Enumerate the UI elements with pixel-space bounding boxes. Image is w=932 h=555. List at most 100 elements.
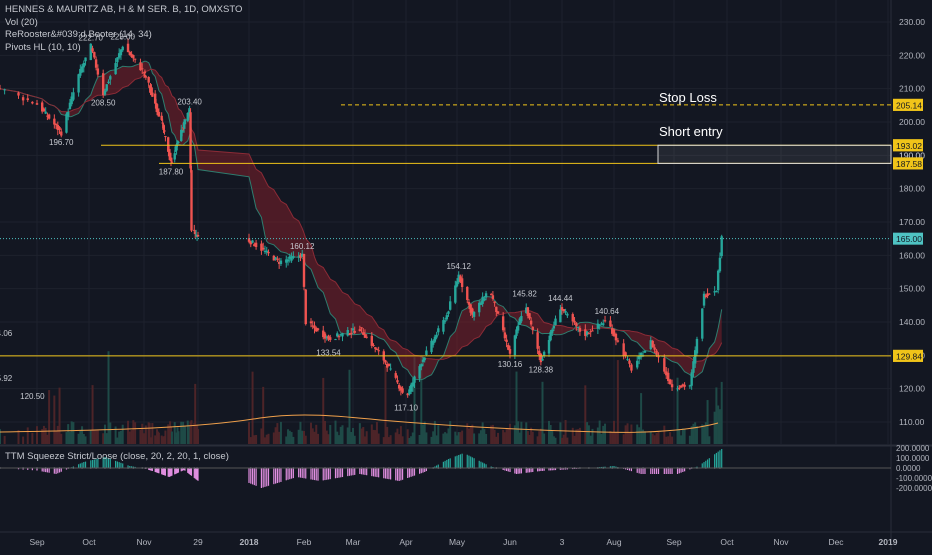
volume-bar	[483, 429, 486, 444]
candle-body	[447, 311, 450, 314]
oscillator-axis-tick: 0.0000	[896, 464, 921, 473]
candle-body	[272, 255, 276, 261]
candle-body	[351, 328, 355, 331]
candle-body	[704, 295, 707, 298]
candle-body	[189, 112, 192, 169]
volume-bar	[584, 385, 587, 444]
volume-bar	[95, 430, 98, 444]
volume-bar	[398, 434, 401, 444]
candle-body	[173, 153, 176, 160]
candle-body	[315, 327, 318, 332]
volume-bar	[586, 422, 589, 444]
pivot-label: 140.64	[595, 307, 620, 316]
volume-bar	[360, 428, 363, 444]
candle-body	[67, 111, 70, 117]
volume-bar	[459, 432, 462, 444]
candle-body	[616, 340, 620, 342]
volume-bar	[42, 425, 45, 444]
pivot-label: 208.50	[91, 99, 116, 108]
volume-bar	[503, 432, 506, 444]
candle-body	[432, 340, 435, 345]
volume-bar	[420, 355, 423, 444]
pivot-label: 120.50	[20, 392, 45, 401]
time-axis-tick: Sep	[666, 537, 681, 547]
volume-bar	[505, 429, 508, 444]
candle-body	[353, 330, 356, 333]
candle-body	[194, 234, 198, 236]
candle-body	[637, 355, 641, 360]
candle-body	[265, 250, 268, 253]
volume-bar	[151, 423, 154, 444]
candle-body	[598, 324, 601, 326]
volume-bar	[311, 428, 314, 444]
volume-bar	[396, 428, 399, 444]
volume-bar	[157, 432, 160, 444]
volume-bar	[315, 424, 318, 444]
volume-bar	[249, 437, 252, 444]
price-axis-tick: 170.00	[899, 217, 925, 227]
candle-body	[670, 384, 674, 388]
volume-bar	[596, 427, 599, 444]
candle-body	[72, 92, 75, 100]
candle-body	[457, 274, 460, 283]
candle-body	[602, 323, 605, 326]
volume-bar	[622, 434, 625, 444]
candle-body	[183, 119, 187, 125]
candle-body	[413, 376, 416, 383]
candle-body	[614, 333, 618, 341]
volume-bar	[55, 430, 58, 444]
volume-bar	[46, 434, 49, 444]
candle-body	[433, 336, 437, 342]
volume-bar	[657, 431, 660, 444]
candle-body	[564, 311, 567, 313]
volume-bar	[708, 436, 711, 444]
volume-bar	[616, 360, 619, 444]
pivot-label: 160.12	[290, 242, 315, 251]
candle-body	[339, 334, 342, 336]
stop-loss-annotation: Stop Loss	[659, 90, 717, 105]
volume-bar	[58, 387, 61, 444]
candle-body	[591, 330, 594, 332]
candle-body	[630, 364, 633, 371]
volume-bar	[543, 433, 546, 444]
candle-body	[169, 157, 173, 162]
volume-bar	[372, 429, 375, 444]
volume-bar	[114, 426, 117, 444]
volume-bar	[67, 424, 70, 444]
candle-body	[251, 240, 254, 243]
volume-bar	[410, 436, 413, 444]
candle-body	[469, 304, 472, 313]
pivot-label: 130.16	[498, 360, 523, 369]
volume-bar	[288, 430, 291, 444]
candle-body	[513, 335, 517, 356]
candle-body	[290, 256, 293, 261]
candle-body	[336, 333, 339, 337]
candle-body	[167, 149, 171, 157]
candle-body	[622, 343, 625, 357]
candle-body	[471, 308, 474, 315]
candle-body	[423, 357, 426, 361]
last-price-tag	[893, 232, 923, 245]
price-axis-tick: 140.00	[899, 317, 925, 327]
candle-body	[365, 336, 368, 338]
candle-body	[695, 338, 699, 354]
time-axis-tick: Dec	[828, 537, 844, 547]
volume-bar	[549, 424, 552, 444]
candle-body	[551, 329, 554, 333]
pivot-label: 125.92	[0, 374, 13, 383]
volume-bar	[329, 424, 332, 444]
candle-body	[479, 302, 483, 305]
candle-body	[358, 329, 362, 331]
volume-bar	[334, 420, 337, 444]
candle-body	[495, 306, 498, 313]
volume-bar	[105, 433, 108, 444]
volume-bar	[387, 437, 390, 444]
candle-body	[46, 115, 49, 117]
candle-body	[520, 315, 523, 322]
volume-bar	[509, 423, 511, 444]
volume-bar	[116, 437, 119, 444]
pivot-label: 144.44	[548, 294, 573, 303]
candle-body	[636, 360, 639, 368]
candle-body	[26, 98, 29, 101]
